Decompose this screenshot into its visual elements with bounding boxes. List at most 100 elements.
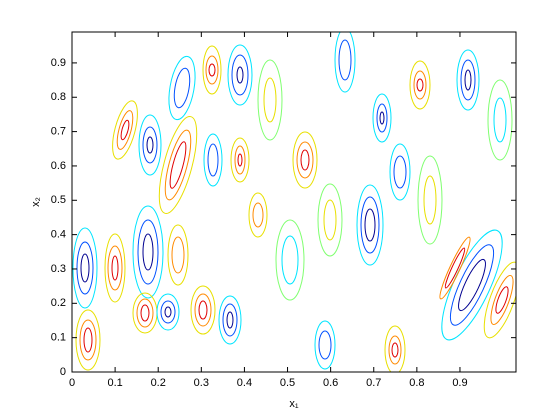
contour-line — [292, 131, 318, 189]
y-tick-label: 0.3 — [51, 263, 66, 275]
contour — [72, 227, 98, 309]
contour-line — [300, 149, 310, 171]
contour-line — [227, 44, 253, 106]
contour-line — [132, 205, 164, 299]
contour — [248, 192, 268, 238]
contour — [356, 184, 384, 266]
x-axis-label: x₁ — [289, 398, 299, 410]
contour-line — [234, 145, 246, 175]
contour-line — [156, 293, 180, 331]
contour-line — [236, 66, 244, 84]
contour — [384, 325, 406, 372]
contour-line — [409, 60, 431, 110]
contour-line — [449, 244, 495, 326]
contour — [138, 114, 162, 176]
contour-line — [388, 335, 402, 365]
contour-line — [158, 116, 198, 214]
contour-line — [389, 143, 411, 201]
contour-line — [456, 49, 480, 111]
contour-line — [257, 59, 283, 141]
contour-line — [460, 59, 476, 101]
x-tick-label: 0.9 — [452, 377, 467, 389]
contour-line — [104, 233, 126, 303]
contour-line — [231, 54, 249, 96]
contour-line — [372, 93, 392, 143]
contour-line — [205, 55, 219, 85]
contour-line — [111, 255, 119, 281]
contour-line — [444, 247, 466, 289]
x-tick-label: 0.4 — [237, 377, 252, 389]
contour — [190, 285, 216, 335]
y-tick-label: 0 — [60, 366, 66, 378]
y-tick-label: 0.5 — [51, 194, 66, 206]
contour-line — [203, 133, 223, 187]
contour-line — [296, 141, 314, 179]
x-tick-label: 0.1 — [107, 377, 122, 389]
contour-line — [338, 39, 352, 81]
contour — [168, 55, 196, 121]
contour — [132, 205, 164, 299]
contour-line — [417, 155, 443, 245]
contour-line — [146, 136, 154, 154]
x-tick-label: 0.8 — [409, 377, 424, 389]
y-tick-label: 0.9 — [51, 57, 66, 69]
contour-line — [168, 55, 196, 121]
contour-line — [120, 119, 130, 141]
contour-line — [142, 233, 154, 271]
x-tick-label: 0.3 — [194, 377, 209, 389]
contour-line — [142, 126, 158, 164]
contour — [158, 116, 198, 214]
contour-line — [226, 311, 234, 329]
contour — [314, 320, 336, 370]
contour-line — [248, 192, 268, 238]
contour-line — [490, 274, 514, 326]
contour — [372, 93, 392, 143]
contour-line — [493, 97, 507, 143]
contour — [227, 44, 253, 106]
contour-line — [487, 79, 513, 161]
y-tick-label: 0.4 — [51, 229, 66, 241]
contour — [487, 79, 513, 161]
contour — [218, 295, 242, 345]
contour-line — [252, 202, 264, 228]
contour-line — [413, 70, 427, 100]
contour-line — [194, 293, 212, 327]
contour-line — [171, 236, 185, 274]
contour — [104, 233, 126, 303]
contour-line — [173, 67, 191, 109]
contour-line — [230, 137, 250, 183]
y-tick-label: 0.7 — [51, 126, 66, 138]
contour — [167, 224, 189, 286]
contour-line — [136, 298, 154, 328]
contour-line — [164, 306, 172, 318]
contour-line — [318, 330, 332, 360]
contour-line — [169, 141, 187, 189]
contour-line — [167, 224, 189, 286]
contour — [389, 143, 411, 201]
y-tick-label: 0.1 — [51, 332, 66, 344]
contour-line — [423, 175, 437, 225]
contour-line — [75, 309, 101, 371]
contour-line — [76, 241, 94, 295]
plot-frame — [71, 31, 517, 373]
contour-line — [218, 295, 242, 345]
x-tick-label: 0.6 — [323, 377, 338, 389]
contour — [202, 45, 222, 95]
contour-line — [198, 300, 208, 320]
x-tick-label: 0.5 — [280, 377, 295, 389]
contour — [257, 59, 283, 141]
contour-line — [393, 155, 407, 189]
contour — [456, 49, 480, 111]
contour-line — [83, 327, 93, 353]
y-axis-label: x₂ — [30, 197, 42, 207]
contour — [230, 137, 250, 183]
contour-line — [222, 303, 238, 337]
y-tick-label: 0.6 — [51, 160, 66, 172]
contour — [439, 236, 471, 300]
contour-line — [138, 114, 162, 176]
contour — [334, 32, 356, 93]
contour-line — [160, 300, 176, 324]
contour-line — [334, 32, 356, 93]
y-tick-label: 0.2 — [51, 297, 66, 309]
